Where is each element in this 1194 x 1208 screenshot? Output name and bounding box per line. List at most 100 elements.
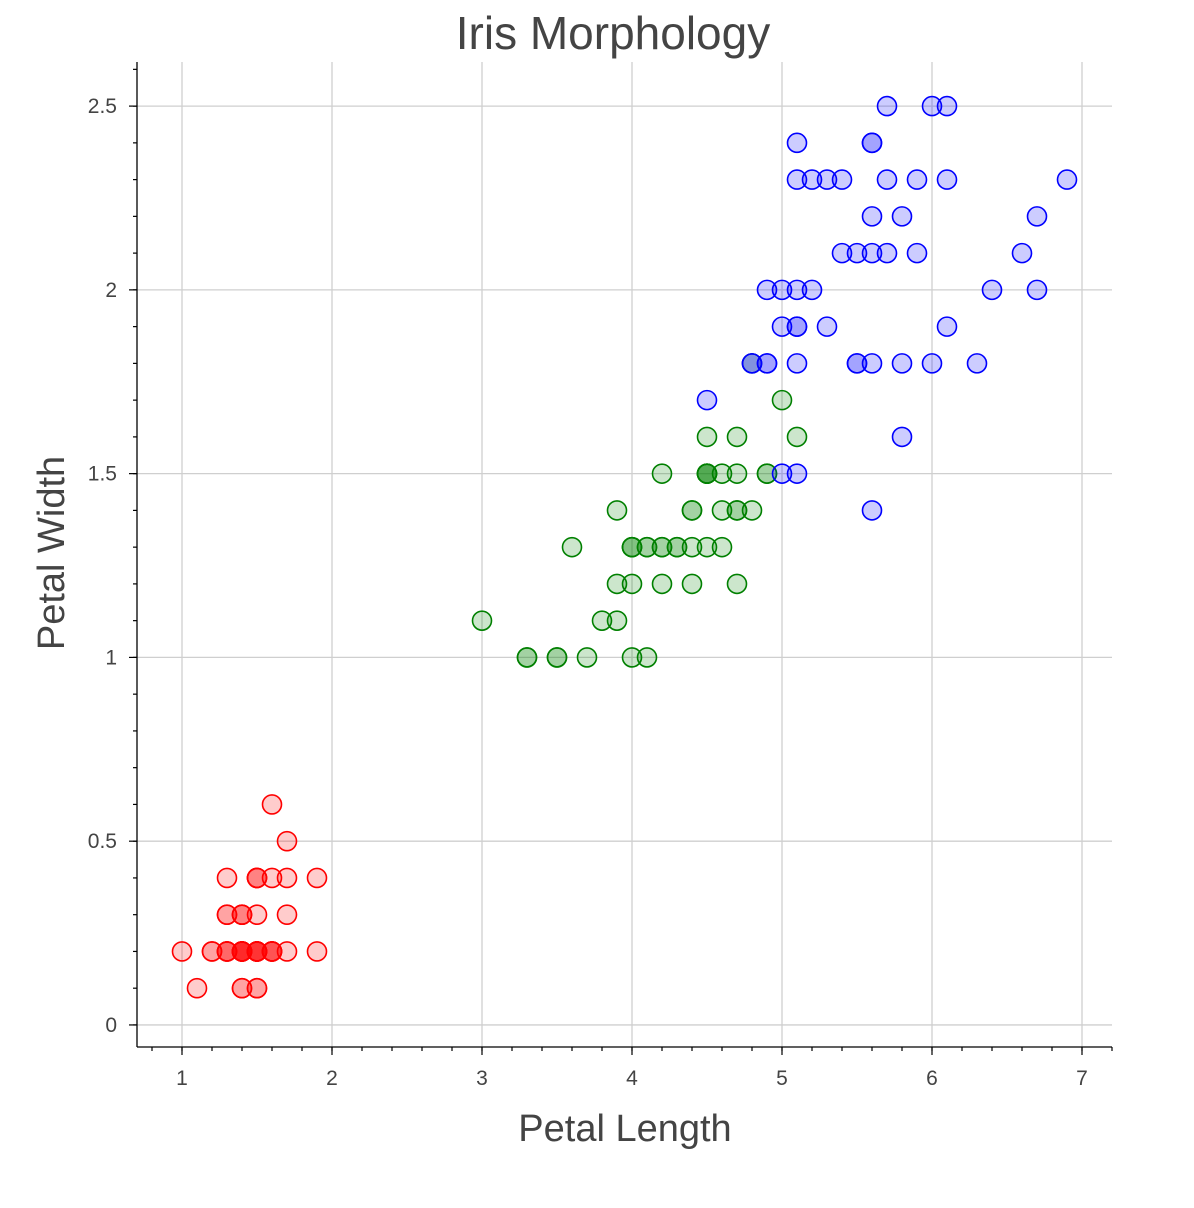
y-tick-label: 2.5 bbox=[88, 95, 117, 118]
data-point-series-3 bbox=[981, 279, 1003, 301]
y-tick-label: 1 bbox=[105, 646, 117, 669]
data-point-series-3 bbox=[786, 353, 808, 374]
data-point-series-2 bbox=[546, 647, 568, 668]
data-point-series-2 bbox=[621, 647, 643, 668]
data-point-series-3 bbox=[906, 169, 928, 190]
data-point-series-3 bbox=[786, 316, 808, 337]
data-point-series-2 bbox=[561, 536, 583, 558]
data-point-series-2 bbox=[591, 610, 613, 631]
data-point-series-3 bbox=[816, 316, 838, 337]
data-point-series-1 bbox=[246, 977, 268, 999]
data-point-series-3 bbox=[831, 242, 853, 264]
data-point-series-3 bbox=[876, 169, 898, 190]
data-point-series-2 bbox=[681, 536, 703, 558]
data-point-series-3 bbox=[846, 242, 868, 264]
data-point-series-2 bbox=[606, 610, 628, 631]
data-point-series-3 bbox=[846, 353, 868, 374]
data-point-series-2 bbox=[726, 500, 748, 521]
data-point-series-1 bbox=[246, 904, 268, 925]
data-point-series-3 bbox=[876, 95, 898, 117]
chart-title: Iris Morphology bbox=[456, 7, 770, 59]
x-tick-label: 4 bbox=[626, 1067, 638, 1090]
data-point-series-3 bbox=[906, 242, 928, 264]
data-point-series-2 bbox=[606, 500, 628, 521]
data-point-series-3 bbox=[876, 242, 898, 264]
data-point-series-1 bbox=[306, 941, 328, 962]
data-point-series-2 bbox=[741, 500, 763, 521]
data-point-series-2 bbox=[651, 536, 673, 558]
x-tick-label: 2 bbox=[326, 1067, 338, 1090]
data-point-series-2 bbox=[471, 610, 493, 631]
data-point-series-1 bbox=[276, 830, 298, 852]
data-point-series-3 bbox=[891, 426, 913, 448]
data-point-series-3 bbox=[861, 242, 883, 264]
data-point-series-1 bbox=[261, 941, 283, 962]
data-point-series-3 bbox=[861, 500, 883, 521]
data-point-series-3 bbox=[861, 132, 883, 154]
data-point-series-2 bbox=[726, 573, 748, 595]
data-point-series-3 bbox=[1011, 242, 1033, 264]
data-point-series-1 bbox=[246, 867, 268, 889]
data-point-series-1 bbox=[216, 867, 238, 889]
data-point-series-1 bbox=[261, 794, 283, 815]
data-point-series-3 bbox=[786, 169, 808, 190]
data-point-series-2 bbox=[666, 536, 688, 558]
data-point-series-2 bbox=[786, 426, 808, 448]
data-point-series-3 bbox=[936, 95, 958, 117]
data-point-series-3 bbox=[816, 169, 838, 190]
data-point-series-3 bbox=[831, 169, 853, 190]
data-point-series-1 bbox=[231, 904, 253, 925]
data-point-series-1 bbox=[216, 941, 238, 962]
data-point-series-3 bbox=[966, 353, 988, 374]
data-point-series-3 bbox=[1026, 206, 1048, 227]
data-point-series-2 bbox=[696, 426, 718, 448]
data-point-series-1 bbox=[276, 867, 298, 889]
data-point-series-3 bbox=[771, 316, 793, 337]
x-tick-label: 7 bbox=[1076, 1067, 1088, 1090]
data-point-series-1 bbox=[261, 867, 283, 889]
x-axis-ticks: 1 2 3 4 5 6 7 bbox=[151, 1047, 1113, 1090]
y-axis-label: Petal Width bbox=[31, 456, 73, 650]
data-point-series-2 bbox=[621, 573, 643, 595]
data-point-series-1 bbox=[246, 941, 268, 962]
data-point-series-3 bbox=[786, 132, 808, 154]
y-tick-label: 1.5 bbox=[88, 463, 117, 486]
y-tick-label: 0 bbox=[105, 1014, 117, 1037]
data-point-series-2 bbox=[576, 647, 598, 668]
data-point-series-2 bbox=[516, 647, 538, 668]
data-point-series-1 bbox=[276, 941, 298, 962]
data-point-series-3 bbox=[861, 206, 883, 227]
data-point-series-2 bbox=[756, 463, 778, 484]
data-point-series-1 bbox=[276, 904, 298, 925]
data-point-series-2 bbox=[621, 536, 643, 558]
data-point-series-2 bbox=[636, 647, 658, 668]
data-point-series-2 bbox=[711, 500, 733, 521]
data-point-series-3 bbox=[1056, 169, 1078, 190]
data-point-series-1 bbox=[186, 977, 208, 999]
data-point-series-2 bbox=[606, 573, 628, 595]
data-point-series-2 bbox=[726, 426, 748, 448]
grid bbox=[137, 62, 1112, 1047]
data-point-series-3 bbox=[936, 316, 958, 337]
data-point-series-3 bbox=[801, 169, 823, 190]
x-tick-label: 6 bbox=[926, 1067, 938, 1090]
data-point-series-1 bbox=[171, 941, 193, 962]
x-tick-label: 5 bbox=[776, 1067, 788, 1090]
data-point-series-3 bbox=[756, 353, 778, 374]
x-tick-label: 1 bbox=[176, 1067, 188, 1090]
data-point-series-2 bbox=[726, 463, 748, 484]
data-point-series-1 bbox=[306, 867, 328, 889]
data-point-series-1 bbox=[201, 941, 223, 962]
data-point-series-3 bbox=[801, 279, 823, 301]
data-point-series-3 bbox=[756, 279, 778, 301]
data-point-series-3 bbox=[741, 353, 763, 374]
data-point-series-3 bbox=[1026, 279, 1048, 301]
data-point-series-3 bbox=[786, 279, 808, 301]
data-point-series-2 bbox=[696, 536, 718, 558]
x-tick-label: 3 bbox=[476, 1067, 488, 1090]
data-point-series-2 bbox=[651, 463, 673, 484]
data-point-series-3 bbox=[891, 353, 913, 374]
data-point-series-3 bbox=[786, 463, 808, 484]
y-tick-label: 0.5 bbox=[88, 830, 117, 853]
